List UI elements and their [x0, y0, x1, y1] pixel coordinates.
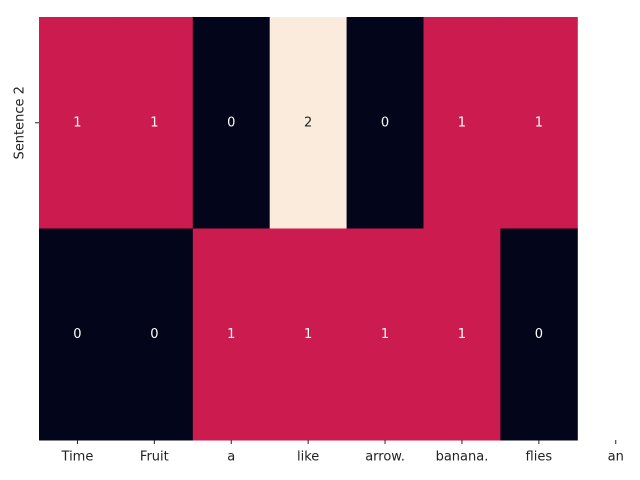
cell [269, 17, 348, 229]
cell [115, 228, 194, 441]
cell-label: 1 [381, 327, 389, 342]
x-tick-label: arrow. [365, 450, 405, 465]
x-tick-label: Fruit [140, 450, 169, 465]
cell [423, 17, 501, 229]
cell-label: 1 [73, 115, 81, 130]
cell-label: 0 [73, 327, 81, 342]
y-tick-label: Sentence 2 [13, 86, 28, 159]
cell [269, 228, 348, 441]
cell [39, 228, 117, 441]
cell [346, 17, 424, 229]
cell [500, 228, 578, 441]
cell-label: 0 [381, 115, 389, 130]
cell-label: 0 [227, 115, 235, 130]
x-tick-label: an [608, 450, 624, 465]
cell [115, 17, 194, 229]
cell [192, 228, 271, 441]
cell [500, 17, 578, 229]
cell-label: 2 [304, 115, 312, 130]
cell-label: 1 [535, 115, 543, 130]
cell [346, 228, 424, 441]
cell-label: 1 [304, 327, 312, 342]
cell-label: 1 [458, 327, 466, 342]
cell-label: 1 [458, 115, 466, 130]
x-tick-label: flies [526, 450, 553, 465]
x-tick-label: Time [61, 450, 94, 465]
cell-label: 0 [150, 327, 158, 342]
x-tick-label: like [297, 450, 319, 465]
x-tick-label: banana. [436, 450, 489, 465]
cell-label: 1 [227, 327, 235, 342]
cell [423, 228, 501, 441]
cell-label: 1 [150, 115, 158, 130]
cell [39, 17, 117, 229]
x-tick-label: a [227, 450, 235, 465]
cell-label: 0 [535, 327, 543, 342]
cell [192, 17, 271, 229]
